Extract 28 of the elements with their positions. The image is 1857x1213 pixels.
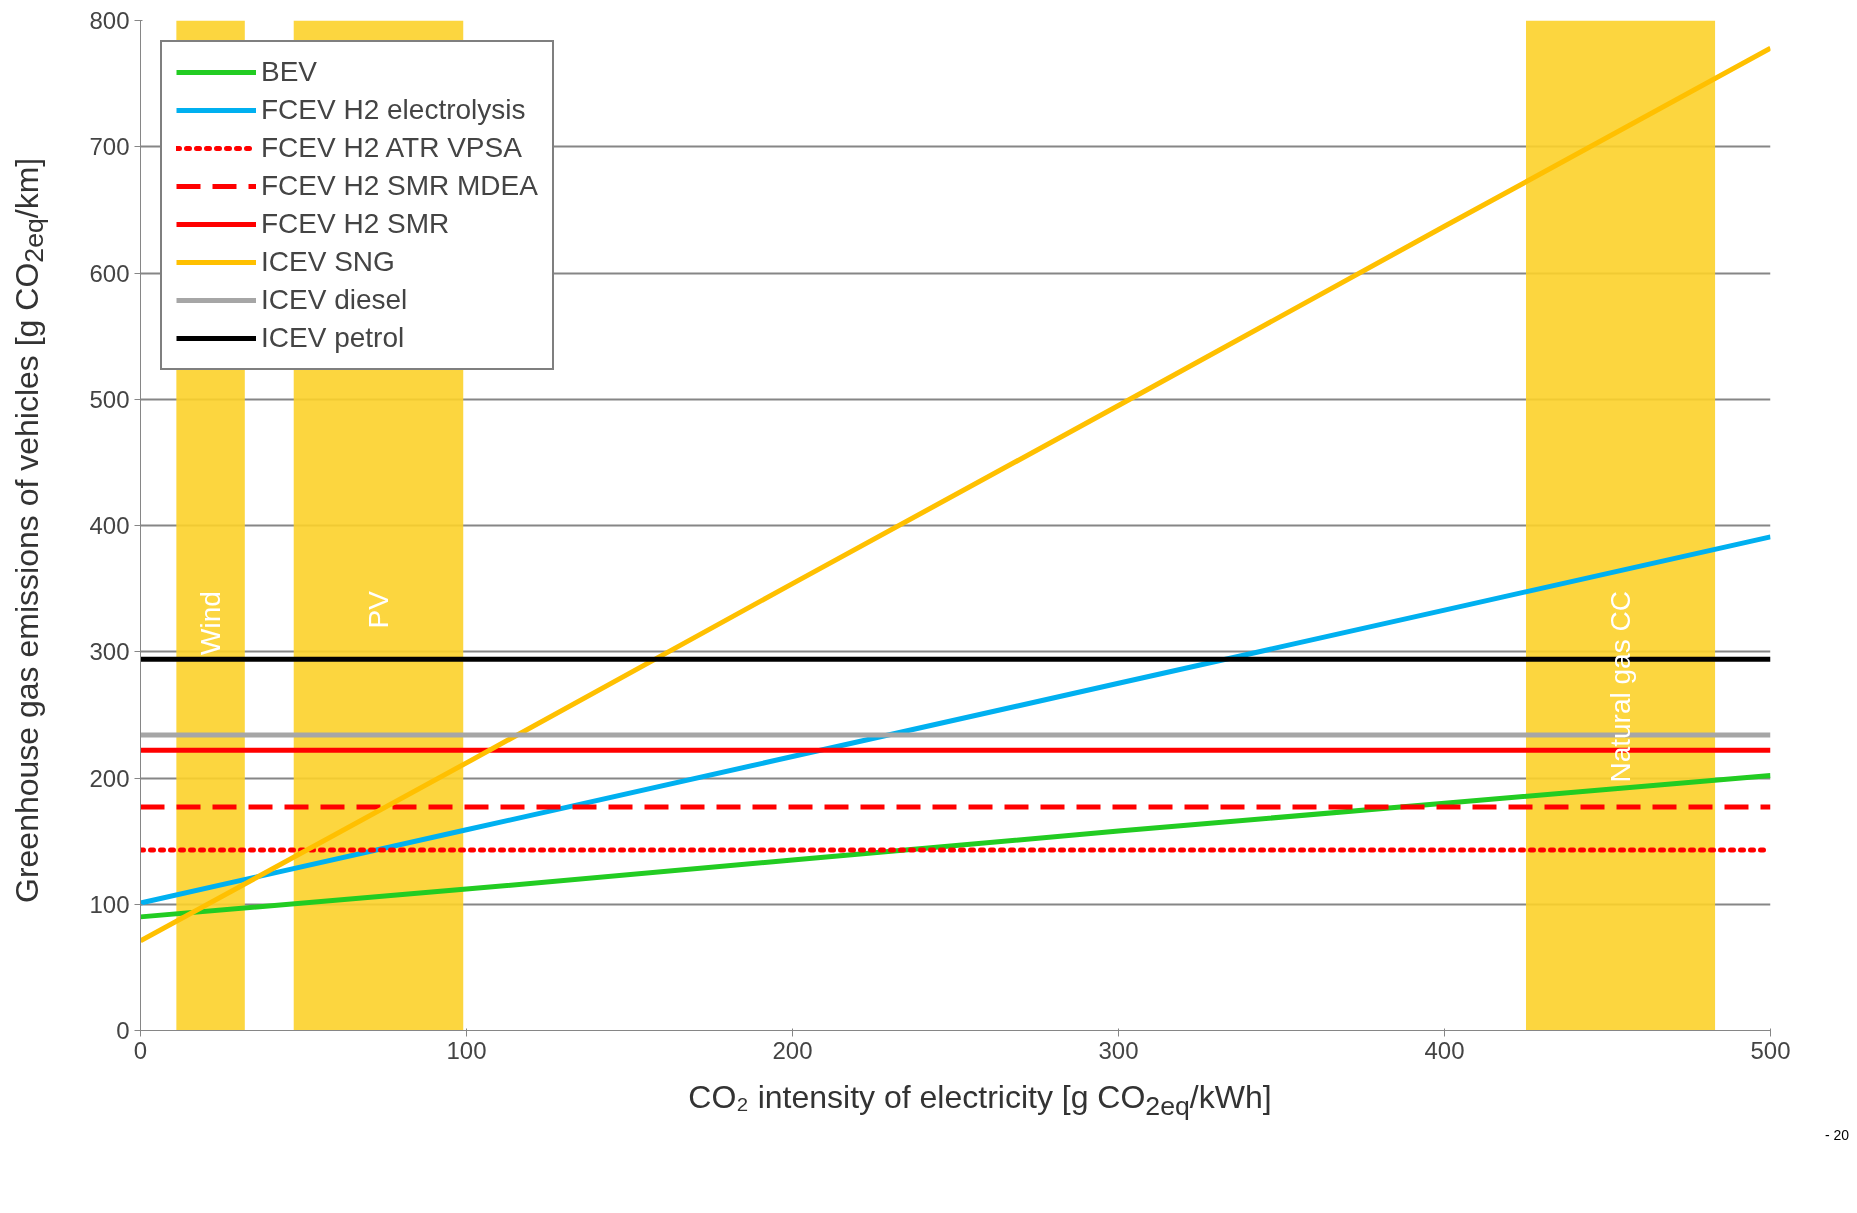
- x-tick-label: 500: [1750, 1036, 1791, 1064]
- band-label: Wind: [195, 591, 227, 655]
- legend-label: ICEV diesel: [261, 284, 408, 316]
- y-tick-label: 0: [116, 1017, 130, 1044]
- y-tick-label: 600: [89, 259, 130, 287]
- legend-label: FCEV H2 electrolysis: [261, 94, 526, 126]
- legend-label: ICEV SNG: [261, 246, 395, 278]
- band-label: Natural gas CC: [1605, 591, 1637, 783]
- x-tick-label: 200: [772, 1036, 813, 1064]
- y-tick-label: 300: [89, 638, 130, 666]
- x-axis-title: CO₂ intensity of electricity [g CO$_{2eq}$/kWh]: [687, 1078, 1273, 1124]
- y-tick-label: 100: [89, 890, 130, 918]
- legend-label: ICEV petrol: [261, 322, 405, 354]
- band-label: PV: [362, 590, 394, 629]
- legend-label: FCEV H2 ATR VPSA: [261, 132, 522, 164]
- x-tick-label: 400: [1424, 1036, 1465, 1064]
- x-tick-label: 300: [1098, 1036, 1139, 1064]
- y-tick-label: 400: [89, 512, 130, 539]
- y-tick-label: 200: [89, 764, 130, 792]
- y-tick-label: 500: [89, 385, 130, 413]
- y-tick-label: 800: [89, 7, 130, 34]
- legend-label: FCEV H2 SMR: [261, 208, 450, 240]
- legend-label: BEV: [261, 56, 318, 88]
- y-tick-label: 700: [89, 133, 130, 161]
- x-tick-label: 100: [446, 1036, 487, 1064]
- legend-label: FCEV H2 SMR MDEA: [261, 170, 538, 202]
- x-tick-label: 0: [133, 1036, 148, 1064]
- text: - 20: [1825, 1126, 1850, 1145]
